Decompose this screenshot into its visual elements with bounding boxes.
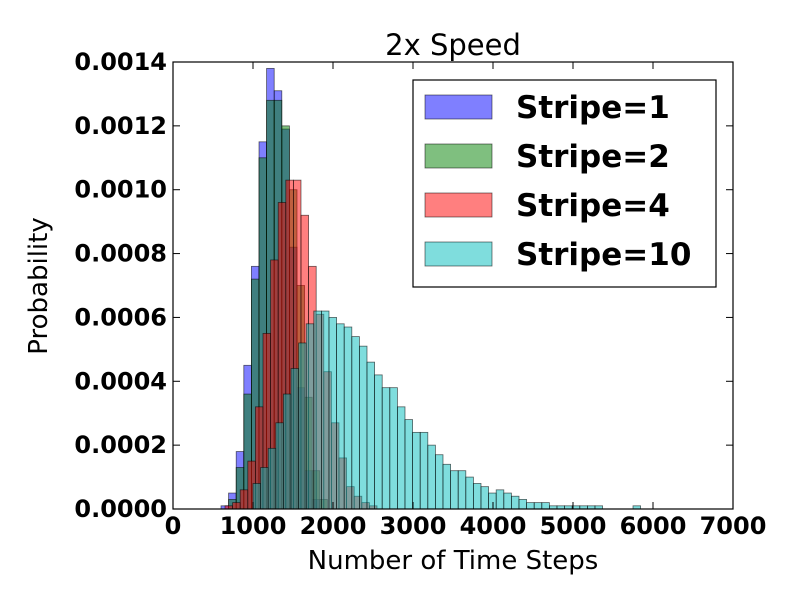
histogram-bar <box>381 387 391 510</box>
histogram-bar <box>404 419 413 510</box>
legend-label: Stripe=1 <box>516 90 670 126</box>
histogram-bar <box>275 422 284 510</box>
legend-label: Stripe=2 <box>516 139 670 175</box>
plot-frame <box>172 61 734 510</box>
histogram-bar <box>450 470 459 510</box>
histogram-bar <box>260 467 269 510</box>
legend-item: Stripe=10 <box>424 237 691 273</box>
histogram-bars <box>220 67 641 510</box>
histogram-bar <box>427 444 436 510</box>
histogram-bar <box>252 483 261 510</box>
legend-swatch <box>424 192 493 218</box>
histogram-bar <box>366 361 375 510</box>
legend-label: Stripe=10 <box>516 237 691 273</box>
histogram-bar <box>328 317 337 510</box>
y-tick-label: 0.0004 <box>74 367 167 395</box>
histogram-bar <box>412 431 421 510</box>
x-axis-label: Number of Time Steps <box>308 546 599 576</box>
histogram-bar <box>336 323 345 510</box>
histogram-bar <box>298 342 307 510</box>
y-tick-label: 0.0002 <box>74 431 167 459</box>
histogram-bar <box>232 502 241 510</box>
y-axis-label: Probability <box>24 217 54 354</box>
legend-swatch <box>424 143 493 169</box>
y-tick-label: 0.0012 <box>74 112 167 140</box>
histogram-bar <box>526 502 535 510</box>
y-tick-label: 0.0000 <box>74 495 167 523</box>
legend-swatch <box>424 241 493 267</box>
legend-item: Stripe=4 <box>424 188 670 224</box>
chart-title: 2x Speed <box>385 28 521 62</box>
histogram-bar <box>472 483 482 510</box>
x-tick-label: 1000 <box>220 512 287 540</box>
histogram-bar <box>434 454 444 510</box>
histogram-bar <box>533 502 543 510</box>
histogram-bar <box>351 336 360 510</box>
histogram-bar <box>518 499 527 510</box>
y-tick-label: 0.0014 <box>74 48 167 76</box>
histogram-bar <box>510 495 520 510</box>
x-tick-label: 2000 <box>300 512 367 540</box>
axis-ticks: 0 1000 2000 3000 4000 5000 6000 7000 0.0000 0.000… <box>74 48 766 540</box>
legend-swatch <box>424 94 493 120</box>
y-tick-label: 0.0006 <box>74 303 167 331</box>
histogram-bar <box>305 323 315 510</box>
histogram-bar <box>503 492 512 510</box>
histogram-bar <box>239 489 249 510</box>
histogram-bar <box>396 406 406 510</box>
x-tick-label: 7000 <box>700 512 767 540</box>
histogram-bar <box>541 502 550 510</box>
histogram-bar <box>419 431 429 510</box>
histogram-bar <box>282 393 292 510</box>
histogram-bar <box>343 326 353 510</box>
histogram-bar <box>358 345 368 510</box>
histogram-bar <box>320 310 330 510</box>
histogram-bar <box>457 470 467 510</box>
histogram-bar <box>389 387 398 510</box>
x-tick-label: 3000 <box>380 512 447 540</box>
x-tick-label: 4000 <box>460 512 527 540</box>
legend: Stripe=1 Stripe=2 Stripe=4 Stripe=10 <box>412 79 717 288</box>
histogram-bar <box>480 486 489 510</box>
legend-item: Stripe=1 <box>424 90 670 126</box>
legend-item: Stripe=2 <box>424 139 670 175</box>
legend-label: Stripe=4 <box>516 188 670 224</box>
series-4-bars <box>252 310 641 510</box>
histogram-bar <box>290 368 299 510</box>
histogram-bar <box>374 374 383 510</box>
y-tick-label: 0.0008 <box>74 240 167 268</box>
histogram-bar <box>488 492 497 510</box>
x-tick-label: 6000 <box>620 512 687 540</box>
x-tick-label: 0 <box>165 512 182 540</box>
histogram-bar <box>465 476 474 510</box>
y-tick-label: 0.0010 <box>74 176 167 204</box>
x-tick-label: 5000 <box>540 512 607 540</box>
histogram-bar <box>495 489 505 510</box>
histogram-bar <box>267 447 277 510</box>
histogram-bar <box>313 310 322 510</box>
histogram-bar <box>442 463 451 510</box>
